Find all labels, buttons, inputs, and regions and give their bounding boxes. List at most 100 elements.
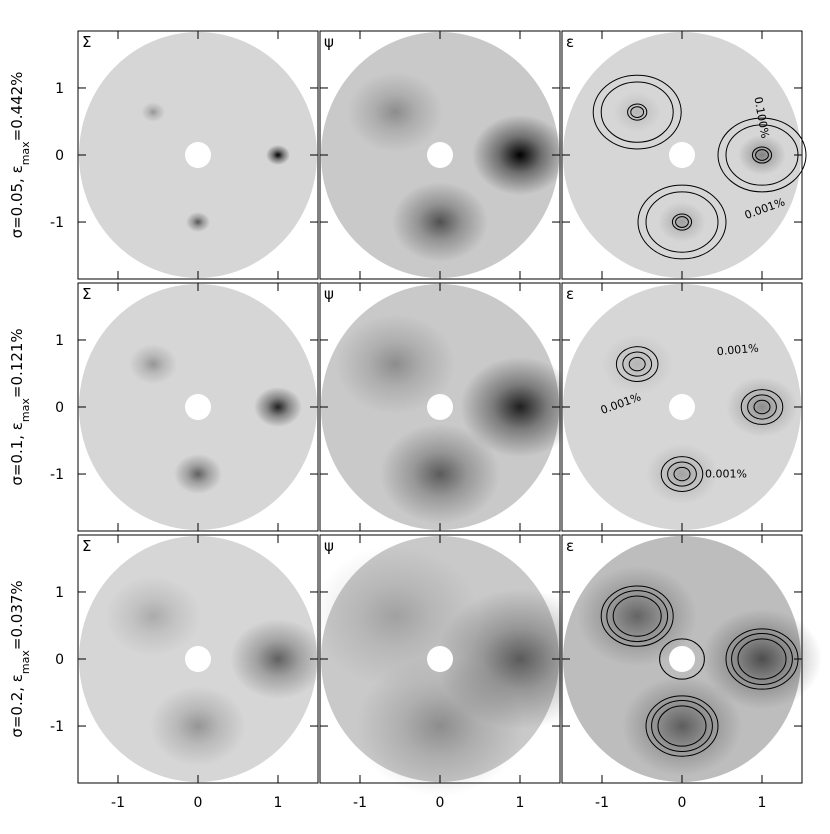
y-tick-label: 0 <box>55 148 64 164</box>
x-tick-label: -1 <box>595 795 609 811</box>
source-blob <box>141 102 166 123</box>
y-tick-label: 1 <box>55 585 64 601</box>
panel: 0.001%0.001%0.001%ε <box>561 282 803 532</box>
contour <box>592 74 682 150</box>
panel-title: ψ <box>324 285 334 303</box>
source-blob <box>311 545 480 687</box>
contour <box>667 461 697 487</box>
y-tick-label: 0 <box>55 400 64 416</box>
source-blob <box>230 618 326 700</box>
panel-title: Σ <box>82 285 91 303</box>
source-blob <box>613 91 662 133</box>
row-label-part: max <box>19 398 32 422</box>
source-blob <box>472 114 568 196</box>
contour <box>627 103 648 121</box>
source-blob <box>738 134 786 176</box>
contour <box>751 146 773 164</box>
central-hole <box>669 394 695 420</box>
source-blob <box>254 386 302 428</box>
panel: Σ <box>77 30 319 280</box>
contour <box>615 346 659 383</box>
source-blob <box>577 565 698 667</box>
panel: 0.100%0.001%ε <box>561 30 807 280</box>
central-hole <box>427 646 453 672</box>
source-blob <box>174 453 222 495</box>
contour <box>740 389 784 425</box>
y-tick-label: -1 <box>50 467 64 483</box>
panel: ψ <box>311 534 604 797</box>
panel-title: ψ <box>324 537 334 555</box>
y-tick-label: -1 <box>50 719 64 735</box>
y-tick-label: 0 <box>55 652 64 668</box>
source-blob <box>646 443 718 505</box>
x-tick-label: 1 <box>274 795 283 811</box>
central-hole <box>427 394 453 420</box>
row-label-part: max <box>19 650 32 674</box>
central-hole <box>185 394 211 420</box>
contour <box>671 213 693 231</box>
panel-title: ψ <box>324 33 334 51</box>
panel-title: ε <box>566 285 574 303</box>
central-hole <box>669 646 695 672</box>
row-label-part: σ=0.1, ε <box>8 422 26 486</box>
row-label: σ=0.1, εmax=0.121% <box>8 328 32 485</box>
source-blob <box>601 333 674 395</box>
panel: ψ <box>319 30 568 280</box>
panel-title: ε <box>566 537 574 555</box>
source-blob <box>186 211 210 233</box>
panel: Σ <box>77 534 326 784</box>
central-hole <box>427 142 453 168</box>
contour <box>675 216 689 228</box>
central-hole <box>185 142 211 168</box>
contour <box>660 456 704 492</box>
x-tick-label: 0 <box>678 795 687 811</box>
contour <box>755 149 769 161</box>
x-tick-label: 0 <box>194 795 203 811</box>
source-blob <box>150 685 246 767</box>
panel: ε <box>561 534 822 784</box>
y-tick-label: -1 <box>50 215 64 231</box>
x-tick-label: 1 <box>516 795 525 811</box>
central-hole <box>185 646 211 672</box>
contour-label: 0.001% <box>716 342 759 359</box>
panel: ψ <box>319 282 580 532</box>
row-label: σ=0.2, εmax=0.037% <box>8 580 32 737</box>
source-blob <box>726 376 798 438</box>
contour <box>645 191 719 253</box>
panel-title: Σ <box>82 537 91 555</box>
contour <box>657 705 707 747</box>
source-blob <box>356 655 524 797</box>
contour <box>612 595 662 637</box>
panel-title: Σ <box>82 33 91 51</box>
row-label-part: =0.442% <box>8 72 26 142</box>
central-hole <box>669 142 695 168</box>
contour <box>600 81 674 143</box>
x-tick-label: 0 <box>436 795 445 811</box>
contour <box>717 117 807 193</box>
contour <box>628 356 646 372</box>
source-blob <box>392 181 488 263</box>
row-label-part: =0.121% <box>8 328 26 398</box>
source-blob <box>380 423 500 525</box>
source-blob <box>129 343 178 385</box>
source-blob <box>266 144 290 166</box>
contour <box>637 184 727 260</box>
source-blob <box>347 71 444 153</box>
x-tick-label: 1 <box>758 795 767 811</box>
contour <box>600 585 674 647</box>
row-label-part: =0.037% <box>8 580 26 650</box>
row-label: σ=0.05, εmax=0.442% <box>8 72 32 239</box>
source-blob <box>105 575 202 657</box>
panel: Σ <box>77 282 319 532</box>
contour <box>737 638 787 680</box>
x-tick-label: -1 <box>353 795 367 811</box>
source-blob <box>335 313 456 415</box>
contour <box>673 466 691 482</box>
source-blob <box>658 201 706 243</box>
source-blob <box>622 675 742 777</box>
contour <box>651 700 713 752</box>
row-label-part: max <box>19 141 32 165</box>
contour <box>606 590 669 643</box>
